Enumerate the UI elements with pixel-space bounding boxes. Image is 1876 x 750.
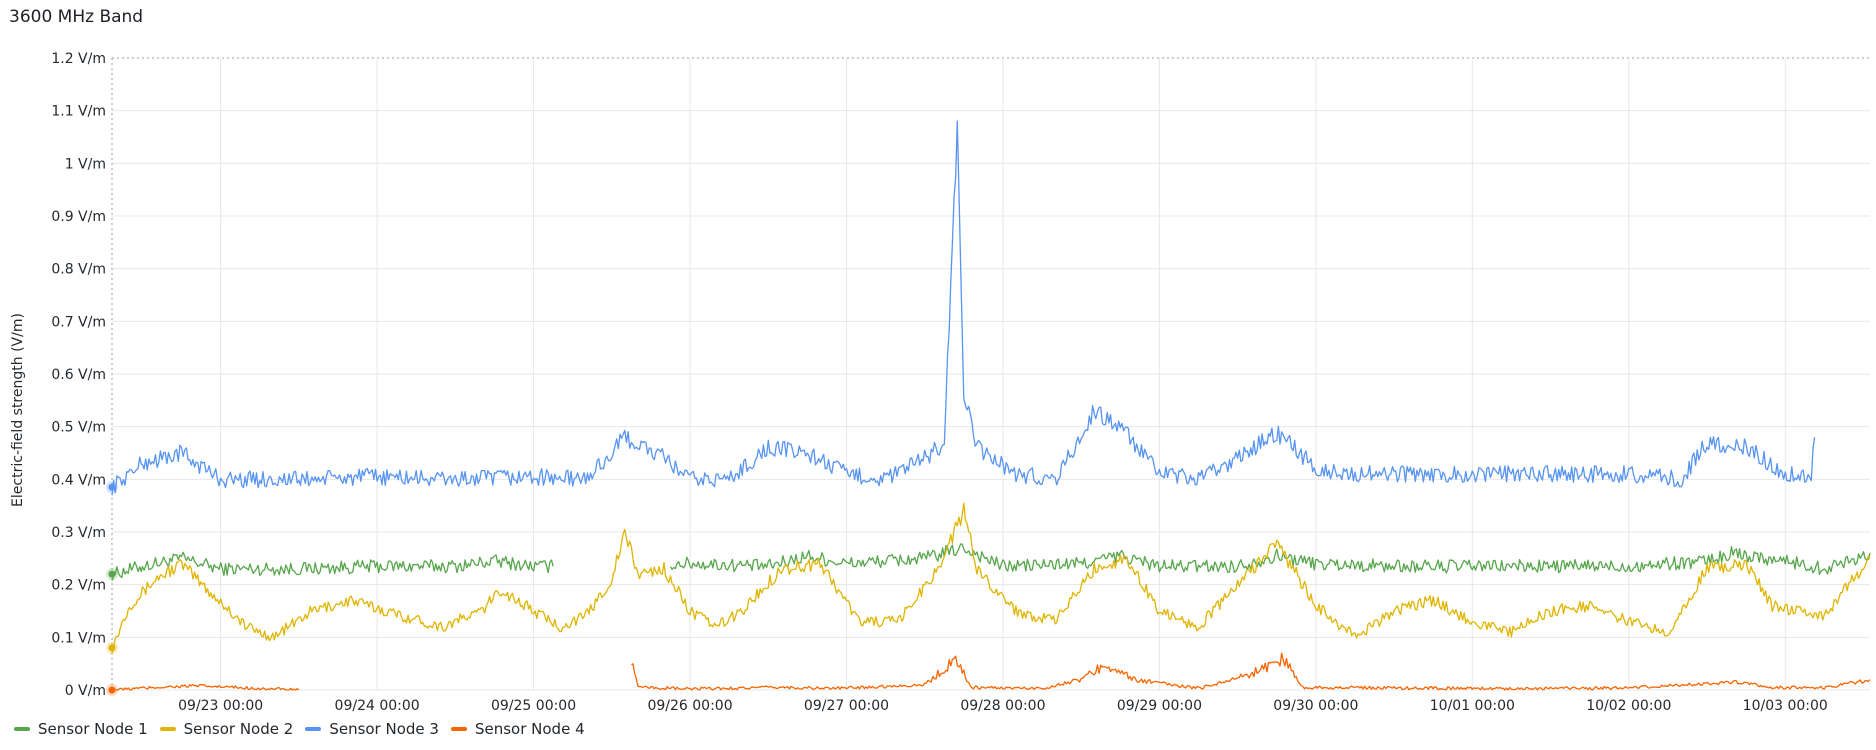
legend-item-sensor-node-4[interactable]: Sensor Node 4 xyxy=(450,720,585,738)
legend-label: Sensor Node 2 xyxy=(183,720,294,738)
y-tick-label: 1 V/m xyxy=(65,156,106,172)
legend-swatch xyxy=(159,727,176,731)
x-tick-label: 09/27 00:00 xyxy=(804,698,889,714)
line-chart[interactable]: 0 V/m 0.1 V/m 0.2 V/m 0.3 V/m 0.4 V/m 0.5 V/m… xyxy=(0,0,1876,720)
x-tick-label: 09/30 00:00 xyxy=(1273,698,1358,714)
y-tick-label: 0.8 V/m xyxy=(51,262,106,278)
y-tick-label: 0.7 V/m xyxy=(51,314,106,330)
x-tick-label: 09/24 00:00 xyxy=(335,698,420,714)
legend-item-sensor-node-3[interactable]: Sensor Node 3 xyxy=(305,720,439,738)
series-line-sensor-node-2 xyxy=(111,502,1871,654)
series-start-marker xyxy=(108,686,116,694)
y-tick-label: 0.6 V/m xyxy=(51,367,106,383)
y-tick-label: 0 V/m xyxy=(65,683,106,699)
x-tick-label: 09/26 00:00 xyxy=(647,698,732,714)
axes: 0 V/m 0.1 V/m 0.2 V/m 0.3 V/m 0.4 V/m 0.5 V/m… xyxy=(51,51,1827,714)
legend-swatch xyxy=(450,727,467,731)
y-tick-label: 0.5 V/m xyxy=(51,420,106,436)
x-tick-label: 09/23 00:00 xyxy=(178,698,263,714)
legend-item-sensor-node-1[interactable]: Sensor Node 1 xyxy=(14,720,148,738)
x-tick-label: 10/02 00:00 xyxy=(1586,698,1671,714)
y-tick-label: 0.3 V/m xyxy=(51,525,106,541)
series-layer xyxy=(106,120,1871,696)
x-tick-label: 09/29 00:00 xyxy=(1117,698,1202,714)
x-tick-label: 09/28 00:00 xyxy=(960,698,1045,714)
legend-label: Sensor Node 1 xyxy=(38,720,148,738)
y-axis-title: Electric-field strength (V/m) xyxy=(10,313,26,507)
y-tick-label: 1.1 V/m xyxy=(51,104,106,120)
series-line-sensor-node-1 xyxy=(669,543,1871,576)
grid xyxy=(112,57,1870,691)
x-tick-label: 10/01 00:00 xyxy=(1430,698,1515,714)
legend-label: Sensor Node 3 xyxy=(329,720,439,738)
series-line-sensor-node-3 xyxy=(111,120,1816,496)
legend-swatch xyxy=(305,727,322,731)
y-tick-label: 0.9 V/m xyxy=(51,209,106,225)
panel-title: 3600 MHz Band xyxy=(9,7,144,27)
x-tick-label: 10/03 00:00 xyxy=(1743,698,1828,714)
series-start-marker xyxy=(108,483,116,491)
legend-label: Sensor Node 4 xyxy=(474,720,585,738)
legend: Sensor Node 1 Sensor Node 2 Sensor Node … xyxy=(14,720,585,738)
series-line-sensor-node-1 xyxy=(111,551,554,581)
y-tick-label: 1.2 V/m xyxy=(51,51,106,67)
y-tick-label: 0.1 V/m xyxy=(51,630,106,646)
x-tick-label: 09/25 00:00 xyxy=(491,698,576,714)
series-start-marker xyxy=(108,644,116,652)
series-line-sensor-node-4 xyxy=(111,683,300,691)
series-start-marker xyxy=(108,570,116,578)
legend-item-sensor-node-2[interactable]: Sensor Node 2 xyxy=(159,720,294,738)
legend-swatch xyxy=(14,727,30,731)
y-tick-label: 0.2 V/m xyxy=(51,578,106,594)
series-line-sensor-node-4 xyxy=(631,652,1871,691)
y-tick-label: 0.4 V/m xyxy=(51,472,106,488)
